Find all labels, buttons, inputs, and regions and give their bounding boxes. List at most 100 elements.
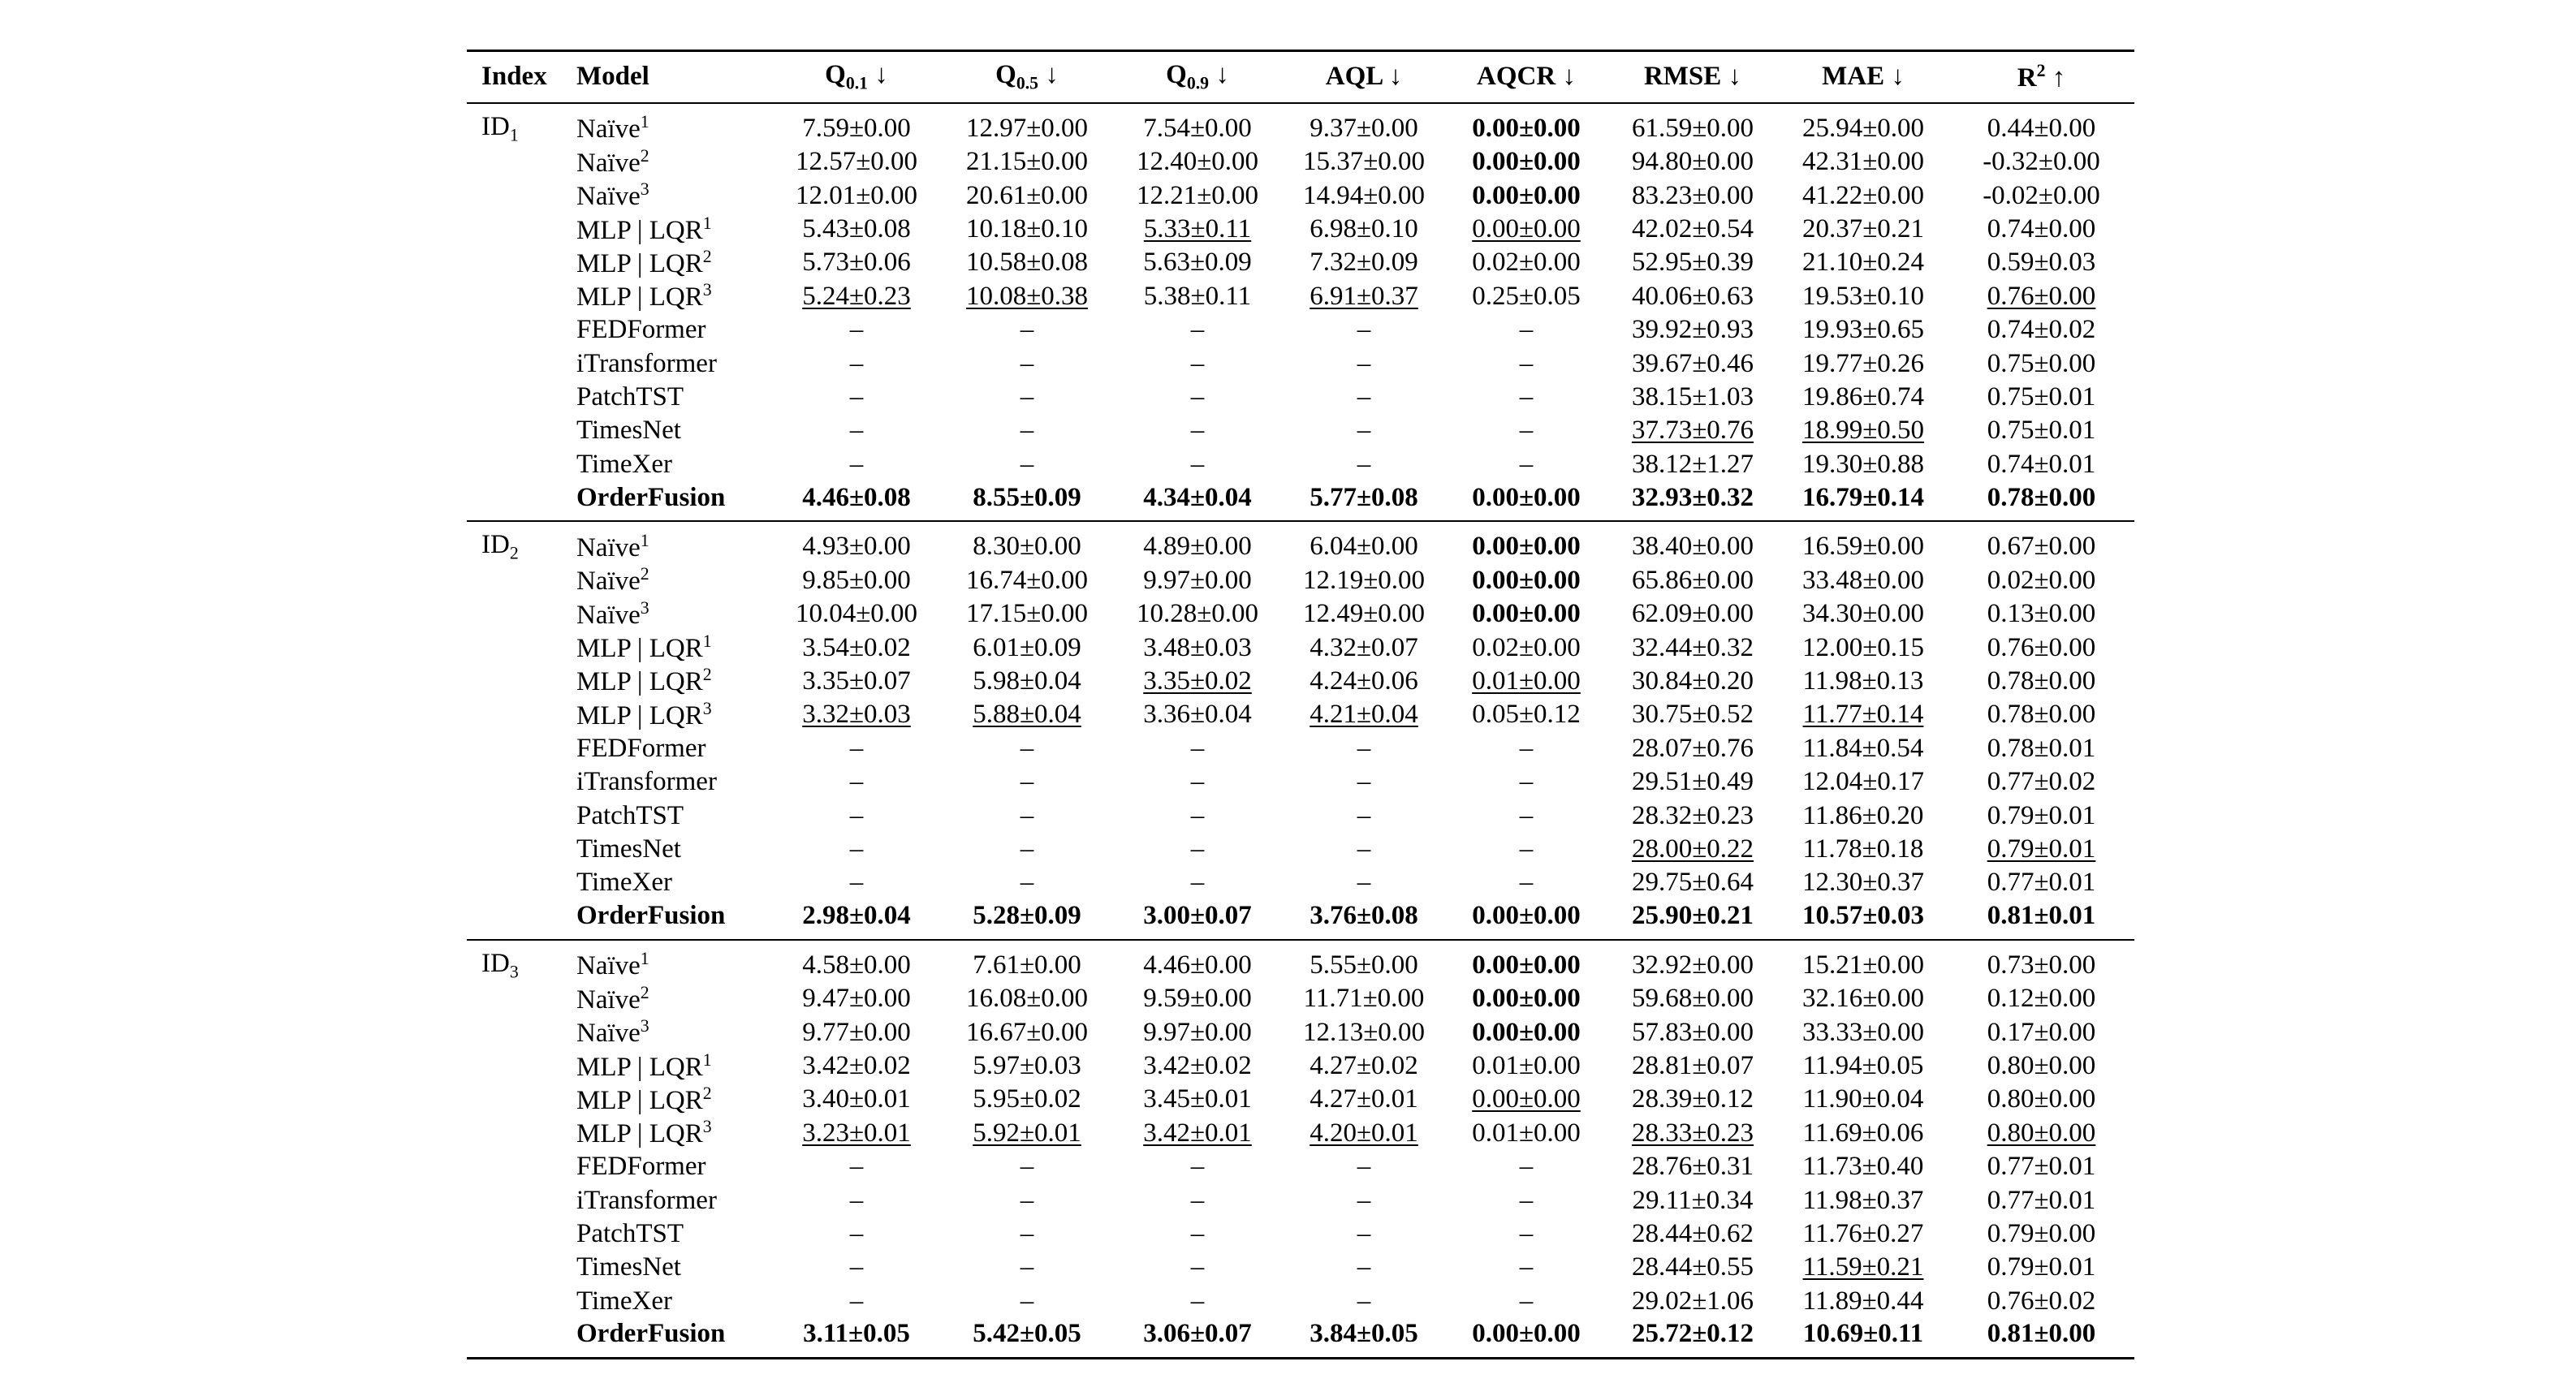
metric-value: – [1190,834,1205,864]
metric-value: – [1357,1219,1371,1249]
metric-cell: 11.98±0.37 [1778,1183,1948,1217]
metric-value: – [1020,868,1034,898]
metric-cell: 11.73±0.40 [1778,1150,1948,1183]
model-name: Naïve [576,114,641,144]
metric-value: 3.45±0.01 [1143,1084,1252,1114]
metric-value: – [1519,1219,1534,1249]
table-row: Naïve2 9.47±0.00 16.08±0.00 9.59±0.00 11.71±… [467,982,2134,1015]
index-cell [467,1117,576,1150]
metric-cell: – [1283,414,1445,447]
metric-value: 4.32±0.07 [1310,632,1418,662]
metric-value: – [1020,1286,1034,1316]
metric-value: 0.00±0.00 [1472,214,1581,244]
metric-cell: – [1283,1183,1445,1217]
column-header: Q0.9 ↓ [1112,50,1283,104]
metric-value: – [849,834,864,864]
metric-value: 0.78±0.01 [1987,733,2096,763]
index-cell [467,1083,576,1116]
metric-value: – [1519,449,1534,479]
metric-value: – [1357,1286,1371,1316]
metric-value: 15.37±0.00 [1302,147,1426,177]
metric-value: – [849,449,864,479]
metric-cell: – [1112,414,1283,447]
metric-value: 16.67±0.00 [965,1017,1089,1047]
metric-cell: 3.06±0.07 [1112,1318,1283,1359]
metric-cell: – [1112,1150,1283,1183]
metric-cell: 4.46±0.00 [1112,938,1283,983]
metric-value: 0.79±0.01 [1987,800,2096,830]
metric-value: 12.13±0.00 [1302,1017,1426,1047]
model-cell: MLP | LQR1 [576,213,771,246]
metric-value: 0.75±0.01 [1987,416,2096,446]
metric-value: 0.12±0.00 [1987,984,2096,1014]
metric-value: 8.55±0.09 [973,482,1081,512]
metric-value: 0.81±0.00 [1987,1319,2096,1349]
metric-cell: 0.80±0.00 [1948,1049,2134,1083]
metric-value: 4.34±0.04 [1143,482,1252,512]
model-cell: TimeXer [576,1285,771,1318]
metric-cell: 6.04±0.00 [1283,520,1445,564]
model-variant-superscript: 2 [702,246,712,266]
metric-value: 11.84±0.54 [1802,733,1924,763]
metric-cell: 28.44±0.55 [1607,1251,1778,1284]
metric-value: 29.11±0.34 [1632,1185,1754,1215]
metric-cell: 0.80±0.00 [1948,1117,2134,1150]
metric-cell: – [942,347,1112,380]
metric-cell: – [1283,1285,1445,1318]
metric-cell: 11.98±0.13 [1778,665,1948,698]
metric-value: 10.18±0.10 [965,214,1089,244]
dataset-id-subscript: 1 [509,125,519,145]
metric-value: 3.36±0.04 [1143,700,1252,730]
metric-value: – [1357,382,1371,412]
metric-cell: – [1445,313,1607,347]
metric-cell: 0.00±0.00 [1445,564,1607,597]
model-name: PatchTST [576,1219,684,1249]
model-cell: MLP | LQR2 [576,1083,771,1116]
column-header: Index [467,50,576,104]
metric-cell: 3.45±0.01 [1112,1083,1283,1116]
metric-value: 29.75±0.64 [1631,868,1754,898]
index-cell [467,246,576,279]
metric-value: -0.32±0.00 [1983,147,2100,177]
metric-cell: 5.33±0.11 [1112,213,1283,246]
arrow-down-icon: ↓ [1388,62,1403,92]
metric-cell: 4.46±0.08 [771,481,942,521]
metric-cell: 38.12±1.27 [1607,448,1778,481]
arrow-down-icon: ↓ [1045,59,1059,89]
metric-value: 0.74±0.02 [1987,315,2096,345]
metric-cell: – [942,1183,1112,1217]
metric-cell: 15.37±0.00 [1283,145,1445,179]
arrow-down-icon: ↓ [1215,59,1229,89]
index-cell [467,1251,576,1284]
column-header-subscript: 0.1 [845,73,869,93]
metric-value: 11.59±0.21 [1802,1252,1924,1282]
metric-cell: 29.11±0.34 [1607,1183,1778,1217]
metric-value: 5.92±0.01 [973,1118,1081,1148]
metric-value: 32.92±0.00 [1631,950,1754,980]
metric-value: – [1020,1252,1034,1282]
metric-value: 0.01±0.00 [1472,1051,1581,1081]
metric-value: 9.85±0.00 [802,565,911,595]
metric-value: 0.77±0.01 [1987,1152,2096,1182]
metric-value: 28.32±0.23 [1631,800,1754,830]
metric-cell: 5.28±0.09 [942,900,1112,940]
metric-value: 29.51±0.49 [1631,767,1754,797]
metric-value: 5.33±0.11 [1143,214,1252,244]
metric-cell: 18.99±0.50 [1778,414,1948,447]
metric-cell: 0.76±0.00 [1948,631,2134,664]
metric-cell: 0.00±0.00 [1445,982,1607,1015]
metric-cell: 5.42±0.05 [942,1318,1112,1359]
model-name: iTransformer [576,348,717,378]
index-cell [467,313,576,347]
metric-cell: – [1283,1251,1445,1284]
model-cell: Naïve1 [576,938,771,983]
metric-cell: 6.01±0.09 [942,631,1112,664]
metric-value: 3.54±0.02 [802,632,911,662]
model-variant-superscript: 3 [702,698,712,718]
metric-value: 10.04±0.00 [795,599,918,629]
metric-cell: 0.77±0.01 [1948,866,2134,899]
metric-cell: – [1283,732,1445,765]
metric-cell: 17.15±0.00 [942,597,1112,631]
metric-cell: 5.63±0.09 [1112,246,1283,279]
metric-cell: 4.58±0.00 [771,938,942,983]
